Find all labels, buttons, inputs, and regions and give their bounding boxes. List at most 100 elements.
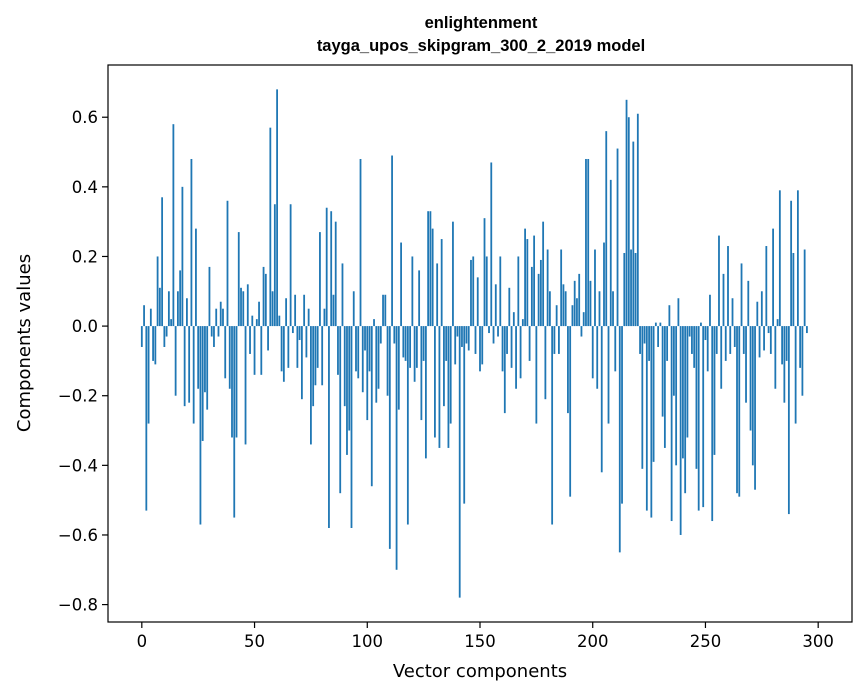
bar-129 [431, 228, 434, 327]
bar-20 [186, 298, 188, 327]
bar-267 [742, 326, 745, 354]
bar-80 [321, 326, 324, 386]
bar-171 [526, 239, 529, 327]
bar-90 [343, 326, 346, 407]
bar-89 [341, 263, 344, 327]
y-tick-label: −0.2 [58, 387, 98, 406]
bar-238 [677, 298, 680, 327]
bar-56 [267, 326, 269, 351]
bar-251 [706, 326, 709, 372]
bar-140 [456, 326, 459, 337]
bar-59 [273, 204, 276, 327]
bar-231 [661, 326, 664, 417]
bar-26 [199, 326, 202, 525]
bar-49 [251, 315, 254, 327]
bar-295 [806, 326, 808, 334]
bar-275 [760, 291, 763, 327]
bar-274 [758, 326, 761, 358]
bar-172 [528, 326, 531, 361]
bar-241 [684, 326, 687, 494]
bar-218 [632, 141, 635, 327]
bar-5 [152, 326, 154, 361]
bar-173 [530, 266, 533, 327]
bar-127 [427, 211, 430, 327]
bar-199 [589, 280, 592, 327]
bar-284 [781, 326, 784, 365]
bar-29 [206, 326, 209, 410]
bar-53 [260, 326, 263, 375]
bar-230 [659, 322, 662, 327]
bar-157 [494, 284, 497, 327]
bar-196 [582, 312, 585, 327]
bar-19 [183, 326, 186, 407]
bar-44 [240, 287, 242, 327]
bar-232 [663, 326, 666, 448]
bar-200 [591, 326, 594, 379]
bar-85 [332, 294, 335, 327]
bar-14 [172, 124, 175, 327]
bar-130 [434, 326, 436, 438]
chart-title-line-2: tayga_upos_skipgram_300_2_2019 model [317, 37, 645, 55]
bar-125 [422, 326, 425, 361]
bar-261 [729, 326, 732, 354]
x-tick-label: 200 [577, 632, 609, 651]
bar-281 [774, 326, 777, 389]
bar-10 [163, 326, 166, 347]
bar-147 [472, 256, 475, 327]
x-tick-label: 50 [244, 632, 265, 651]
bar-57 [269, 127, 272, 327]
bar-277 [765, 246, 768, 327]
bar-207 [607, 326, 610, 424]
bar-0 [140, 326, 143, 347]
bar-225 [648, 326, 650, 361]
bar-8 [158, 287, 161, 327]
bar-280 [772, 228, 774, 327]
bar-48 [249, 326, 251, 354]
bar-258 [722, 273, 725, 327]
bar-100 [366, 326, 369, 421]
bar-72 [303, 294, 306, 327]
bar-165 [512, 312, 515, 327]
bar-269 [747, 280, 750, 327]
bar-101 [368, 326, 371, 372]
bar-108 [384, 294, 387, 327]
bar-227 [652, 326, 655, 462]
bar-256 [718, 235, 720, 327]
bar-237 [675, 326, 678, 466]
bar-212 [618, 326, 621, 553]
bar-215 [625, 99, 628, 327]
bar-133 [440, 239, 443, 327]
bar-96 [357, 326, 360, 379]
bar-149 [476, 277, 479, 327]
bar-248 [700, 322, 702, 327]
bar-223 [643, 326, 646, 344]
bar-293 [801, 326, 804, 396]
bar-62 [280, 326, 283, 372]
bar-259 [724, 326, 727, 361]
bar-97 [359, 158, 362, 327]
bar-138 [452, 221, 454, 327]
bar-168 [519, 326, 522, 379]
bar-174 [533, 235, 536, 327]
bar-95 [355, 326, 357, 372]
bar-188 [564, 291, 567, 327]
bar-211 [616, 148, 619, 327]
bar-94 [352, 291, 355, 327]
bar-105 [377, 326, 380, 389]
bar-73 [305, 326, 308, 358]
bar-290 [794, 326, 797, 424]
bar-244 [691, 326, 693, 354]
bar-68 [294, 294, 297, 327]
bar-191 [571, 305, 574, 327]
bar-45 [242, 291, 245, 327]
bar-13 [170, 319, 173, 327]
bar-263 [733, 326, 736, 347]
bar-228 [654, 322, 657, 327]
bar-134 [443, 326, 445, 407]
bar-74 [307, 308, 310, 327]
bar-236 [672, 326, 675, 396]
bar-17 [179, 270, 182, 327]
bar-166 [515, 326, 517, 389]
bar-84 [330, 211, 333, 327]
bar-264 [736, 326, 738, 494]
